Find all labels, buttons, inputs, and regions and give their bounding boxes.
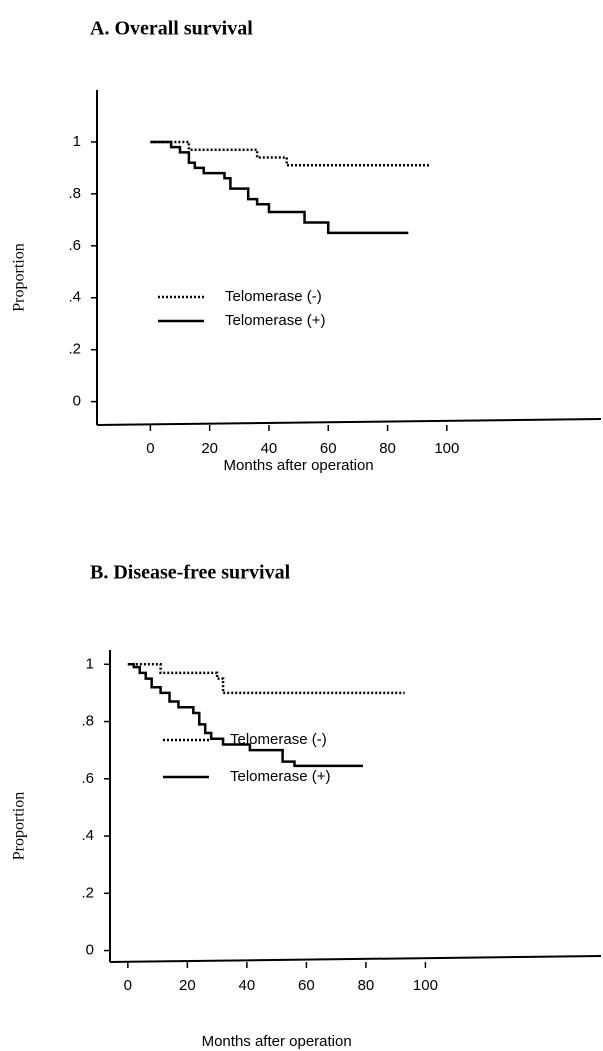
x-axis-label: Months after operation — [202, 1033, 352, 1050]
x-tick-label: 20 — [201, 440, 218, 457]
y-tick-label: .8 — [68, 185, 81, 202]
x-tick-label: 60 — [320, 440, 337, 457]
x-axis-label: Months after operation — [224, 457, 374, 474]
y-axis-label: Proportion — [11, 243, 28, 311]
x-tick-label: 0 — [124, 977, 132, 994]
y-tick-label: .6 — [68, 237, 81, 254]
y-tick-label: .2 — [81, 884, 94, 901]
y-tick-label: .8 — [81, 713, 94, 730]
y-tick-label: 1 — [73, 133, 81, 150]
y-tick-label: .4 — [68, 289, 81, 306]
survival-curve — [150, 140, 409, 235]
x-axis — [96, 418, 602, 426]
y-tick-label: .2 — [68, 341, 81, 358]
y-tick-label: 0 — [73, 393, 81, 410]
x-tick-label: 80 — [379, 440, 396, 457]
chart-title: B. Disease-free survival — [90, 562, 291, 584]
x-tick-label: 100 — [413, 977, 438, 994]
y-tick-label: 0 — [86, 942, 94, 959]
chart-title: A. Overall survival — [90, 18, 253, 40]
x-tick-label: 0 — [146, 440, 154, 457]
x-tick-label: 60 — [298, 977, 315, 994]
x-tick-label: 20 — [179, 977, 196, 994]
y-tick-label: .4 — [81, 827, 94, 844]
x-tick-label: 40 — [261, 440, 278, 457]
y-tick-label: 1 — [86, 655, 94, 672]
survival-curve — [127, 663, 363, 768]
legend-label: Telomerase (-) — [230, 731, 327, 748]
y-tick-label: .6 — [81, 770, 94, 787]
legend-label: Telomerase (-) — [225, 288, 322, 305]
legend-label: Telomerase (+) — [230, 768, 330, 785]
x-tick-label: 100 — [434, 440, 459, 457]
legend-label: Telomerase (+) — [225, 312, 325, 329]
x-axis — [109, 955, 602, 963]
survival-curve — [127, 663, 405, 695]
x-tick-label: 80 — [358, 977, 375, 994]
x-tick-label: 40 — [239, 977, 256, 994]
y-axis-label: Proportion — [11, 792, 28, 860]
